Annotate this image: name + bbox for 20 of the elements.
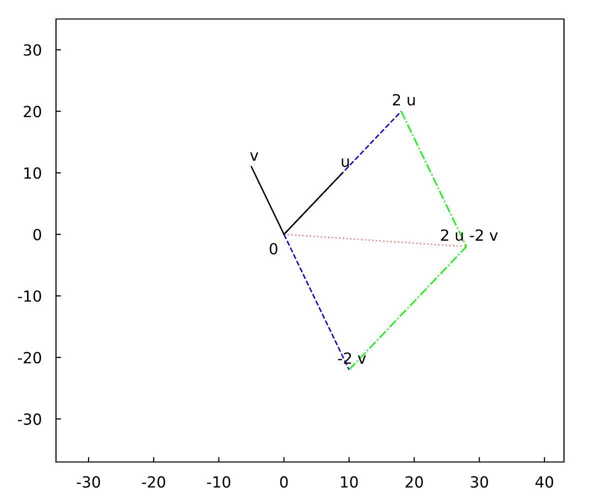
x-tick-label: -10 (207, 476, 230, 488)
annotation: u (342, 158, 349, 168)
y-tick-label: 30 (24, 44, 42, 56)
annotation: 2 u (392, 94, 415, 106)
x-tick-label: 10 (341, 476, 358, 488)
y-tick-label: 0 (33, 228, 42, 240)
x-tick-label: -20 (142, 476, 166, 488)
x-tick-label: 0 (280, 476, 288, 488)
annotation: v (250, 152, 258, 161)
y-tick-label: -30 (18, 413, 42, 425)
x-tick-label: 40 (535, 476, 554, 488)
annotation: 0 (270, 242, 278, 255)
y-tick-label: 20 (24, 106, 42, 118)
x-tick-label: 20 (406, 476, 423, 488)
x-tick-label: -30 (76, 476, 100, 488)
y-tick-label: 10 (24, 167, 42, 179)
y-tick-label: -10 (18, 290, 42, 302)
y-tick-label: -20 (18, 352, 42, 364)
annotation: -2 v (338, 352, 366, 364)
x-tick-label: 30 (470, 476, 488, 488)
